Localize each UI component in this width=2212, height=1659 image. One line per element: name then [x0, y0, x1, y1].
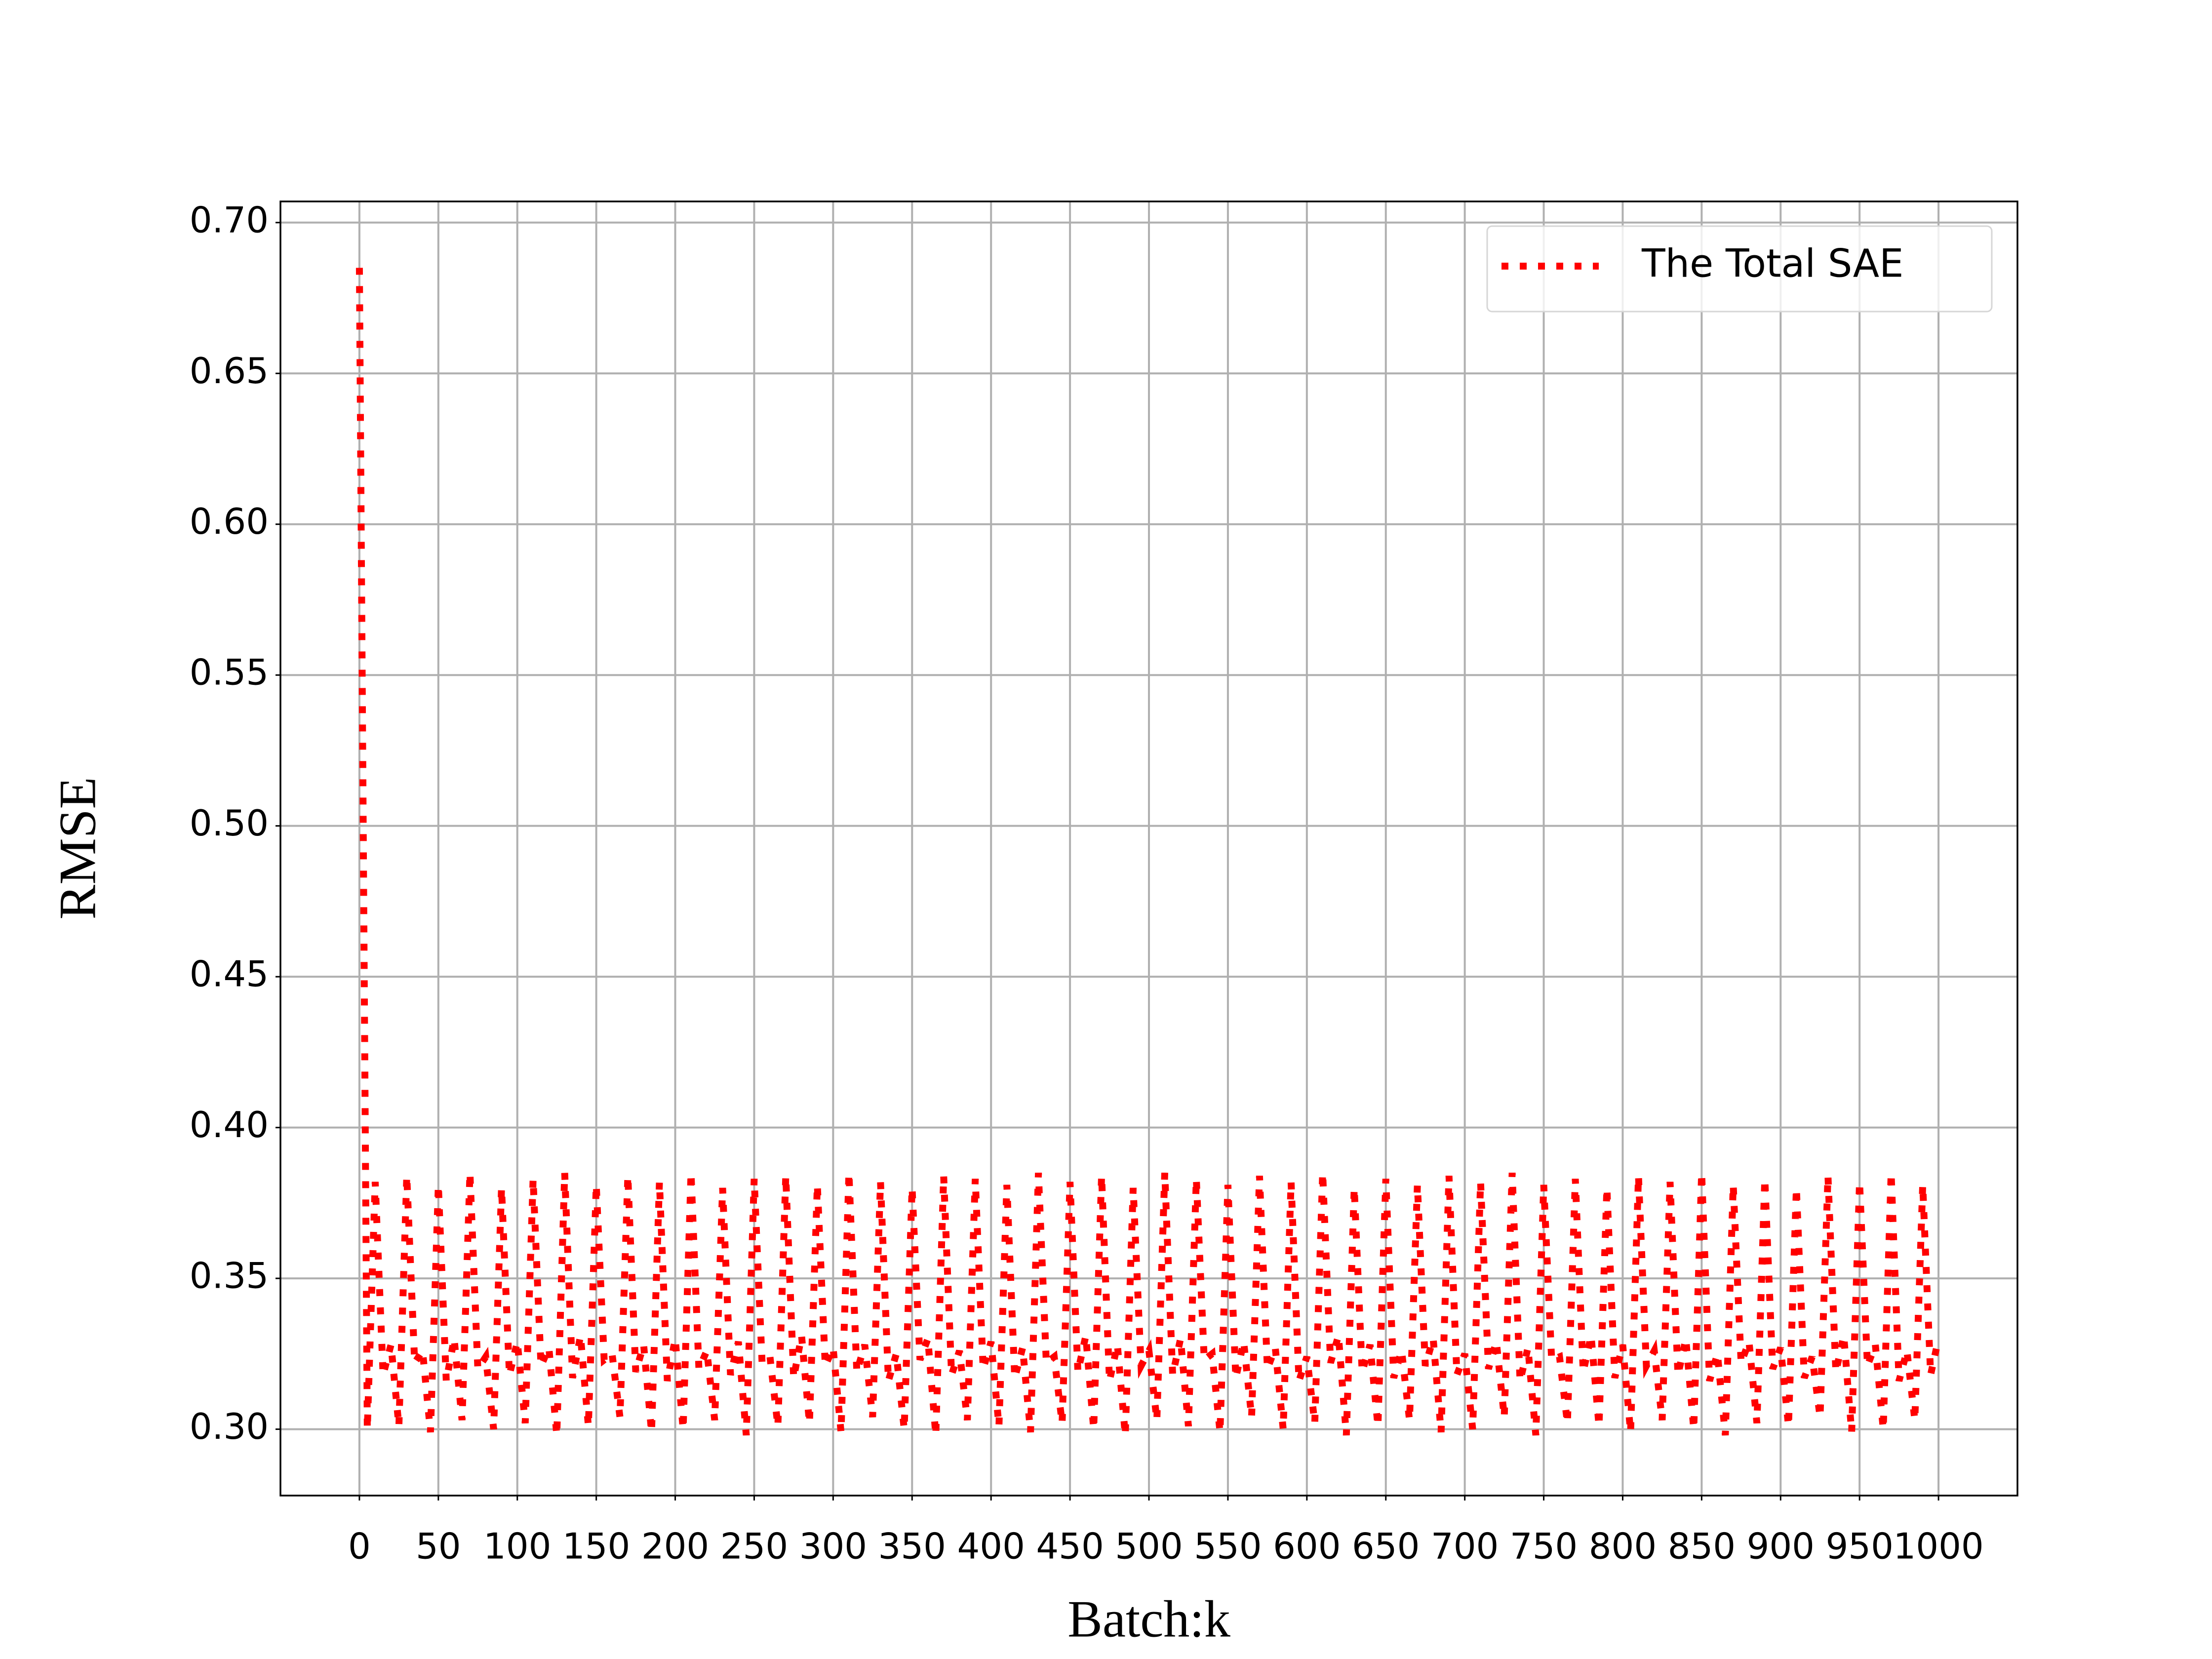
- x-tick-label: 50: [416, 1526, 461, 1567]
- x-tick-label: 750: [1510, 1526, 1578, 1567]
- x-tick-label: 500: [1115, 1526, 1183, 1567]
- x-tick-label: 550: [1194, 1526, 1262, 1567]
- x-tick-label: 1000: [1893, 1526, 1983, 1567]
- y-tick-label: 0.60: [190, 501, 269, 542]
- x-tick-label: 150: [562, 1526, 630, 1567]
- x-tick-label: 700: [1431, 1526, 1499, 1567]
- x-tick-label: 850: [1668, 1526, 1736, 1567]
- y-axis-label: RMSE: [48, 777, 106, 920]
- y-tick-label: 0.70: [190, 199, 269, 240]
- x-tick-label: 450: [1036, 1526, 1104, 1567]
- x-tick-label: 300: [799, 1526, 867, 1567]
- x-tick-label: 0: [348, 1526, 371, 1567]
- y-tick-label: 0.35: [190, 1255, 269, 1297]
- legend-box: [1486, 225, 1993, 313]
- legend-label: The Total SAE: [1641, 241, 1903, 286]
- y-tick-label: 0.40: [190, 1104, 269, 1146]
- x-tick-label: 600: [1273, 1526, 1341, 1567]
- x-tick-label: 200: [641, 1526, 709, 1567]
- x-tick-label: 900: [1747, 1526, 1815, 1567]
- y-tick-label: 0.55: [190, 652, 269, 693]
- x-tick-label: 800: [1589, 1526, 1657, 1567]
- x-tick-label: 100: [483, 1526, 551, 1567]
- plot-frame: [279, 200, 2018, 1497]
- x-tick-label: 250: [720, 1526, 788, 1567]
- y-tick-label: 0.50: [190, 802, 269, 844]
- x-tick-label: 350: [878, 1526, 946, 1567]
- x-tick-label: 650: [1352, 1526, 1420, 1567]
- y-tick-label: 0.45: [190, 953, 269, 995]
- x-tick-label: 950: [1825, 1526, 1893, 1567]
- y-tick-label: 0.30: [190, 1406, 269, 1447]
- x-tick-label: 400: [957, 1526, 1025, 1567]
- y-tick-label: 0.65: [190, 350, 269, 392]
- x-axis-label: Batch:k: [1067, 1590, 1230, 1648]
- data-line: [356, 268, 1942, 1436]
